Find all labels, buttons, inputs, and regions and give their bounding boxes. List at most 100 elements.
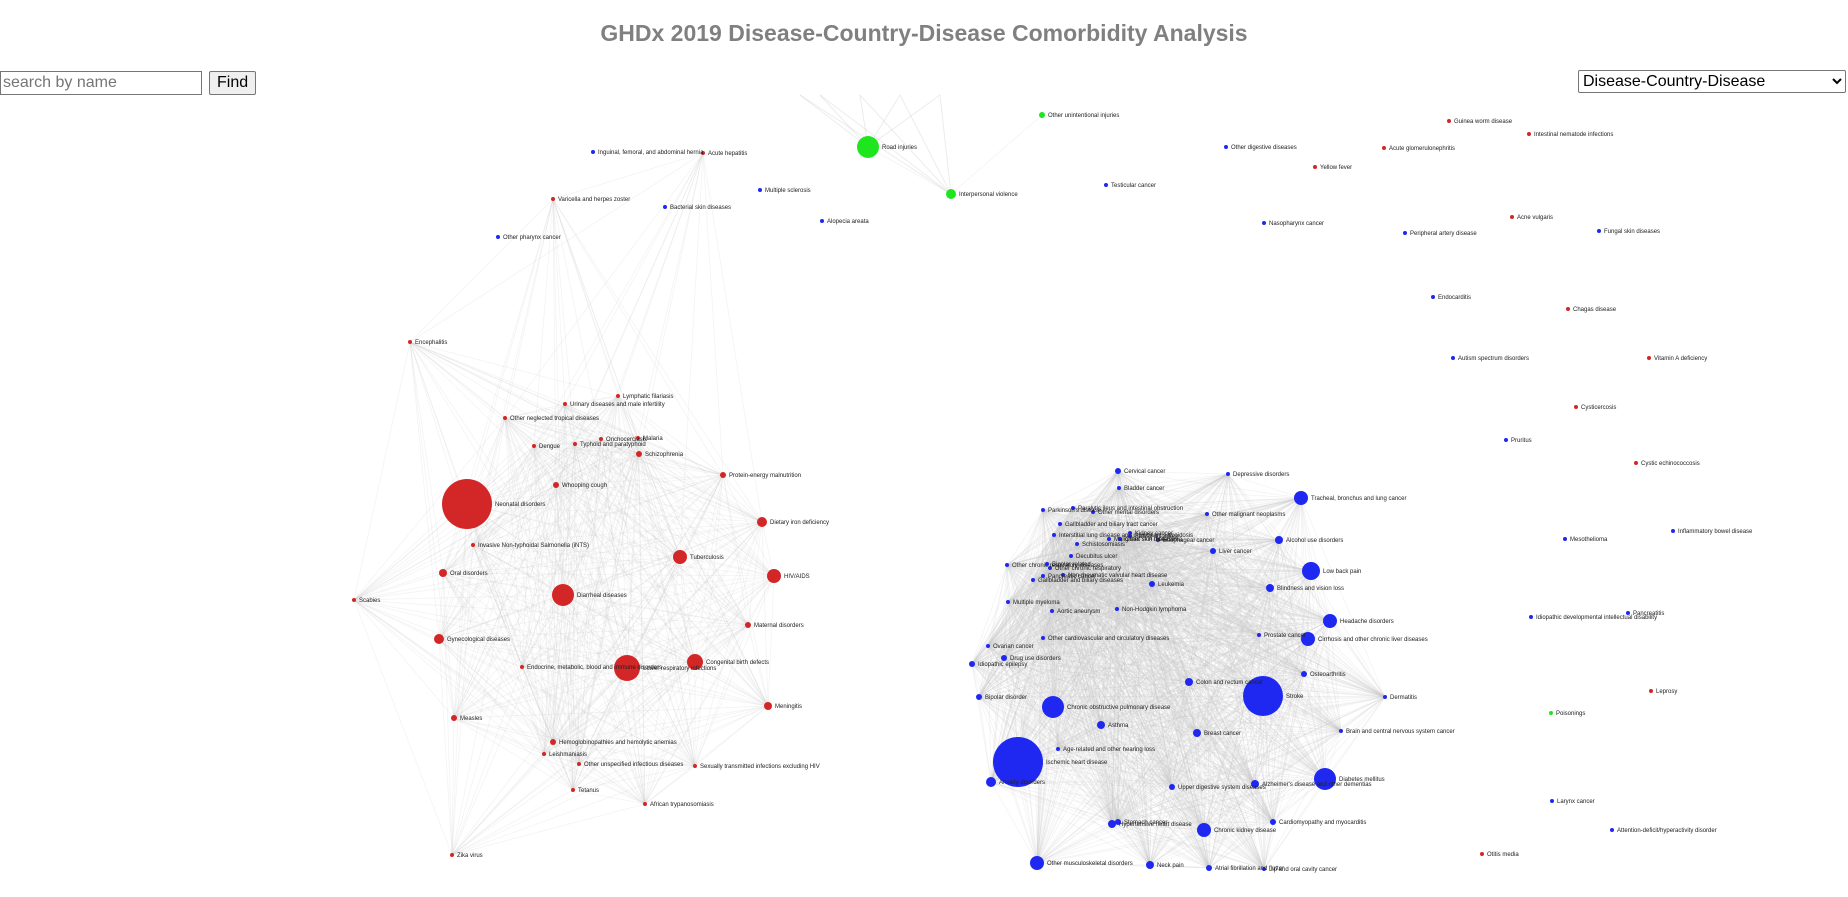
graph-node[interactable]: [553, 482, 559, 488]
graph-node[interactable]: [1210, 548, 1216, 554]
graph-node[interactable]: [993, 737, 1043, 787]
graph-node[interactable]: [450, 853, 454, 857]
graph-node[interactable]: [1041, 574, 1045, 578]
graph-node[interactable]: [442, 479, 492, 529]
search-input[interactable]: [0, 71, 202, 95]
graph-node[interactable]: [1056, 747, 1060, 751]
graph-node[interactable]: [1197, 823, 1211, 837]
graph-node[interactable]: [439, 569, 447, 577]
graph-node[interactable]: [1128, 534, 1132, 538]
graph-node[interactable]: [1224, 145, 1228, 149]
graph-node[interactable]: [1597, 229, 1601, 233]
graph-node[interactable]: [1383, 695, 1387, 699]
graph-node[interactable]: [1041, 508, 1045, 512]
graph-node[interactable]: [1339, 729, 1343, 733]
graph-node[interactable]: [636, 451, 642, 457]
graph-node[interactable]: [1052, 533, 1056, 537]
graph-node[interactable]: [1510, 215, 1514, 219]
graph-node[interactable]: [1314, 768, 1336, 790]
graph-node[interactable]: [857, 136, 879, 158]
graph-node[interactable]: [1071, 506, 1075, 510]
graph-node[interactable]: [1205, 512, 1209, 516]
graph-node[interactable]: [1128, 531, 1132, 535]
graph-node[interactable]: [1313, 165, 1317, 169]
graph-node[interactable]: [616, 394, 620, 398]
graph-node[interactable]: [1649, 689, 1653, 693]
graph-node[interactable]: [1050, 609, 1054, 613]
graph-node[interactable]: [1301, 632, 1315, 646]
graph-node[interactable]: [471, 543, 475, 547]
graph-node[interactable]: [496, 235, 500, 239]
graph-node[interactable]: [599, 437, 603, 441]
graph-node[interactable]: [532, 444, 536, 448]
graph-node[interactable]: [563, 402, 567, 406]
graph-node[interactable]: [520, 665, 524, 669]
graph-node[interactable]: [1058, 522, 1062, 526]
graph-node[interactable]: [552, 584, 574, 606]
graph-node[interactable]: [571, 788, 575, 792]
graph-node[interactable]: [1117, 486, 1121, 490]
graph-node[interactable]: [1107, 537, 1111, 541]
graph-node[interactable]: [1451, 356, 1455, 360]
find-button[interactable]: Find: [209, 71, 257, 95]
graph-node[interactable]: [1075, 542, 1079, 546]
graph-node[interactable]: [1041, 636, 1045, 640]
graph-node[interactable]: [757, 517, 767, 527]
graph-node[interactable]: [577, 762, 581, 766]
graph-node[interactable]: [986, 777, 996, 787]
graph-node[interactable]: [1447, 119, 1451, 123]
graph-node[interactable]: [1549, 711, 1553, 715]
graph-node[interactable]: [1193, 729, 1201, 737]
graph-node[interactable]: [976, 694, 982, 700]
graph-node[interactable]: [573, 442, 577, 446]
graph-node[interactable]: [352, 598, 356, 602]
graph-node[interactable]: [1104, 183, 1108, 187]
graph-node[interactable]: [1206, 865, 1212, 871]
graph-node[interactable]: [408, 340, 412, 344]
graph-node[interactable]: [1006, 600, 1010, 604]
graph-node[interactable]: [1001, 655, 1007, 661]
graph-node[interactable]: [946, 189, 956, 199]
graph-node[interactable]: [643, 802, 647, 806]
graph-node[interactable]: [1275, 536, 1283, 544]
graph-node[interactable]: [542, 752, 546, 756]
graph-node[interactable]: [1226, 472, 1230, 476]
graph-node[interactable]: [1048, 566, 1052, 570]
graph-node[interactable]: [745, 622, 751, 628]
graph-node[interactable]: [1030, 856, 1044, 870]
graph-node[interactable]: [1108, 820, 1116, 828]
graph-node[interactable]: [1634, 461, 1638, 465]
graph-node[interactable]: [1610, 828, 1614, 832]
graph-node[interactable]: [1097, 721, 1105, 729]
graph-node[interactable]: [503, 416, 507, 420]
graph-node[interactable]: [1262, 867, 1266, 871]
graph-node[interactable]: [1403, 231, 1407, 235]
graph-node[interactable]: [591, 150, 595, 154]
graph-node[interactable]: [1566, 307, 1570, 311]
graph-node[interactable]: [1270, 819, 1276, 825]
graph-node[interactable]: [1045, 562, 1049, 566]
graph-node[interactable]: [1091, 510, 1095, 514]
graph-node[interactable]: [1301, 671, 1307, 677]
graph-node[interactable]: [693, 764, 697, 768]
graph-node[interactable]: [1115, 819, 1121, 825]
graph-node[interactable]: [636, 436, 640, 440]
graph-node[interactable]: [1185, 678, 1193, 686]
graph-node[interactable]: [614, 655, 640, 681]
graph-node[interactable]: [687, 654, 703, 670]
graph-node[interactable]: [1169, 784, 1175, 790]
graph-node[interactable]: [1302, 562, 1320, 580]
graph-node[interactable]: [1149, 581, 1155, 587]
graph-node[interactable]: [1061, 573, 1065, 577]
graph-node[interactable]: [767, 569, 781, 583]
graph-node[interactable]: [1243, 676, 1283, 716]
graph-node[interactable]: [969, 661, 975, 667]
graph-node[interactable]: [551, 197, 555, 201]
graph-node[interactable]: [1431, 295, 1435, 299]
graph-node[interactable]: [1626, 611, 1630, 615]
graph-node[interactable]: [1257, 633, 1261, 637]
graph-node[interactable]: [1504, 438, 1508, 442]
graph-node[interactable]: [764, 702, 772, 710]
graph-node[interactable]: [1069, 554, 1073, 558]
